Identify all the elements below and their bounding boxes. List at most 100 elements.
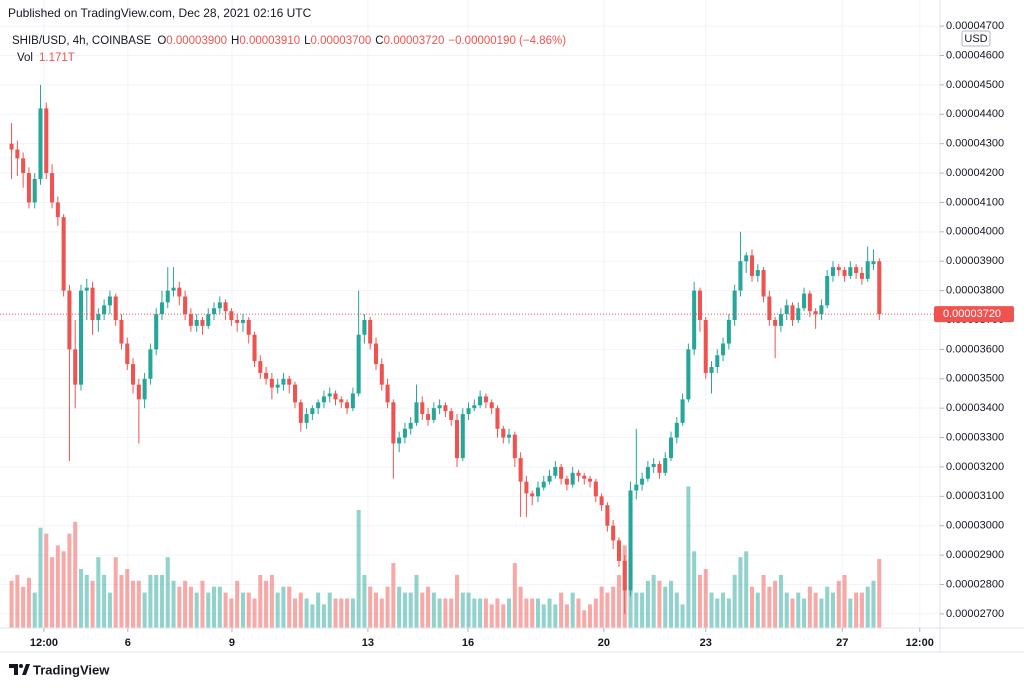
y-tick-label: 0.00004400 — [946, 108, 1004, 120]
candle-body — [547, 475, 552, 482]
volume-bar — [67, 533, 72, 628]
candle-body — [142, 378, 147, 400]
candle-body — [784, 305, 789, 315]
volume-bar — [611, 586, 616, 628]
candle-body — [530, 493, 535, 497]
volume-bar — [854, 592, 859, 628]
currency[interactable]: USD — [964, 33, 987, 45]
candle-body — [223, 302, 228, 312]
candle-body — [275, 384, 280, 388]
candle-body — [102, 305, 107, 315]
volume-bar — [50, 557, 55, 628]
volume-value: 1.171T — [39, 52, 75, 64]
volume-bar — [518, 586, 523, 628]
candle-body — [830, 267, 836, 276]
y-tick-label: 0.00002900 — [946, 549, 1004, 561]
candle-body — [576, 472, 581, 476]
candle-body — [848, 267, 853, 276]
volume-bar — [281, 586, 286, 628]
volume-bar — [391, 563, 396, 628]
volume-bar — [773, 580, 778, 628]
volume-bar — [553, 604, 558, 628]
candle-body — [171, 287, 176, 291]
candle-body — [501, 428, 506, 438]
volume-bar — [668, 580, 674, 628]
volume-bar — [640, 592, 645, 628]
candle-body — [854, 267, 859, 273]
volume-bar — [802, 598, 807, 628]
volume-bar — [778, 574, 783, 628]
candle-body — [524, 481, 529, 494]
volume-bar — [663, 586, 668, 628]
volume-bar — [726, 598, 731, 628]
volume-bar — [790, 598, 795, 628]
volume-bar — [73, 521, 78, 628]
volume-bar — [535, 598, 540, 628]
candle-body — [391, 402, 396, 444]
volume-bar — [154, 574, 159, 628]
candle-body — [183, 296, 188, 315]
volume-bar — [478, 598, 483, 628]
volume-bar — [217, 586, 222, 628]
candle-body — [507, 434, 512, 438]
volume-bar — [825, 586, 830, 628]
candle-body — [819, 305, 824, 315]
volume-bar — [593, 598, 598, 628]
candle-body — [836, 267, 841, 271]
candle-body — [9, 143, 14, 150]
candle-body — [15, 149, 20, 159]
candle-body — [107, 296, 112, 306]
candle-body — [767, 296, 772, 321]
volume-bar — [235, 580, 240, 628]
candle-body — [229, 311, 234, 321]
volume-bar — [84, 574, 89, 628]
volume-bar — [495, 598, 500, 628]
ohlc-value: 0.00003910 — [239, 35, 300, 47]
volume-bar — [188, 586, 193, 628]
volume-bar — [345, 598, 350, 628]
volume-legend: Vol 1.171T — [17, 52, 75, 64]
candle-body — [616, 540, 621, 561]
volume-bar — [588, 604, 593, 628]
brand: TradingView — [33, 662, 110, 677]
candle-body — [651, 464, 656, 467]
volume-bar — [680, 604, 685, 628]
volume-bar — [200, 580, 205, 628]
volume-bar — [240, 592, 245, 628]
candle-body — [634, 484, 639, 491]
candle-body — [686, 349, 691, 400]
candle-body — [454, 419, 460, 459]
volume-bar — [605, 592, 610, 628]
volume-bar — [206, 592, 211, 628]
volume-bar — [136, 580, 141, 628]
volume-bar — [275, 592, 280, 628]
volume-bar — [842, 574, 847, 628]
volume-bar — [183, 580, 188, 628]
candle-body — [449, 411, 454, 420]
volume-bar — [38, 527, 43, 628]
candle-body — [258, 361, 263, 373]
candle-body — [564, 478, 569, 485]
candle-body — [310, 408, 315, 415]
candle-body — [588, 478, 593, 482]
candle-body — [113, 296, 118, 321]
volume-bar — [686, 486, 691, 628]
candle-body — [119, 320, 124, 344]
y-tick-label: 0.00003300 — [946, 431, 1004, 443]
volume-bar — [489, 604, 494, 628]
volume-bar — [570, 592, 575, 628]
y-tick-label: 0.00002700 — [946, 608, 1004, 620]
candle-body — [443, 405, 448, 412]
volume-bar — [859, 592, 864, 628]
volume-bar — [327, 592, 332, 628]
candle-body — [842, 270, 847, 276]
volume-bar — [402, 592, 407, 628]
candle-body — [559, 466, 564, 479]
ohlc-legend: SHIB/USD, 4h, COINBASE O0.00003900 H0.0000… — [12, 35, 566, 47]
candle-body — [570, 472, 575, 485]
volume-bar — [460, 592, 465, 628]
currency-box[interactable] — [961, 30, 991, 47]
candle-body — [483, 396, 488, 403]
y-tick-label: 0.00003500 — [946, 373, 1004, 385]
candle-body — [703, 320, 708, 373]
